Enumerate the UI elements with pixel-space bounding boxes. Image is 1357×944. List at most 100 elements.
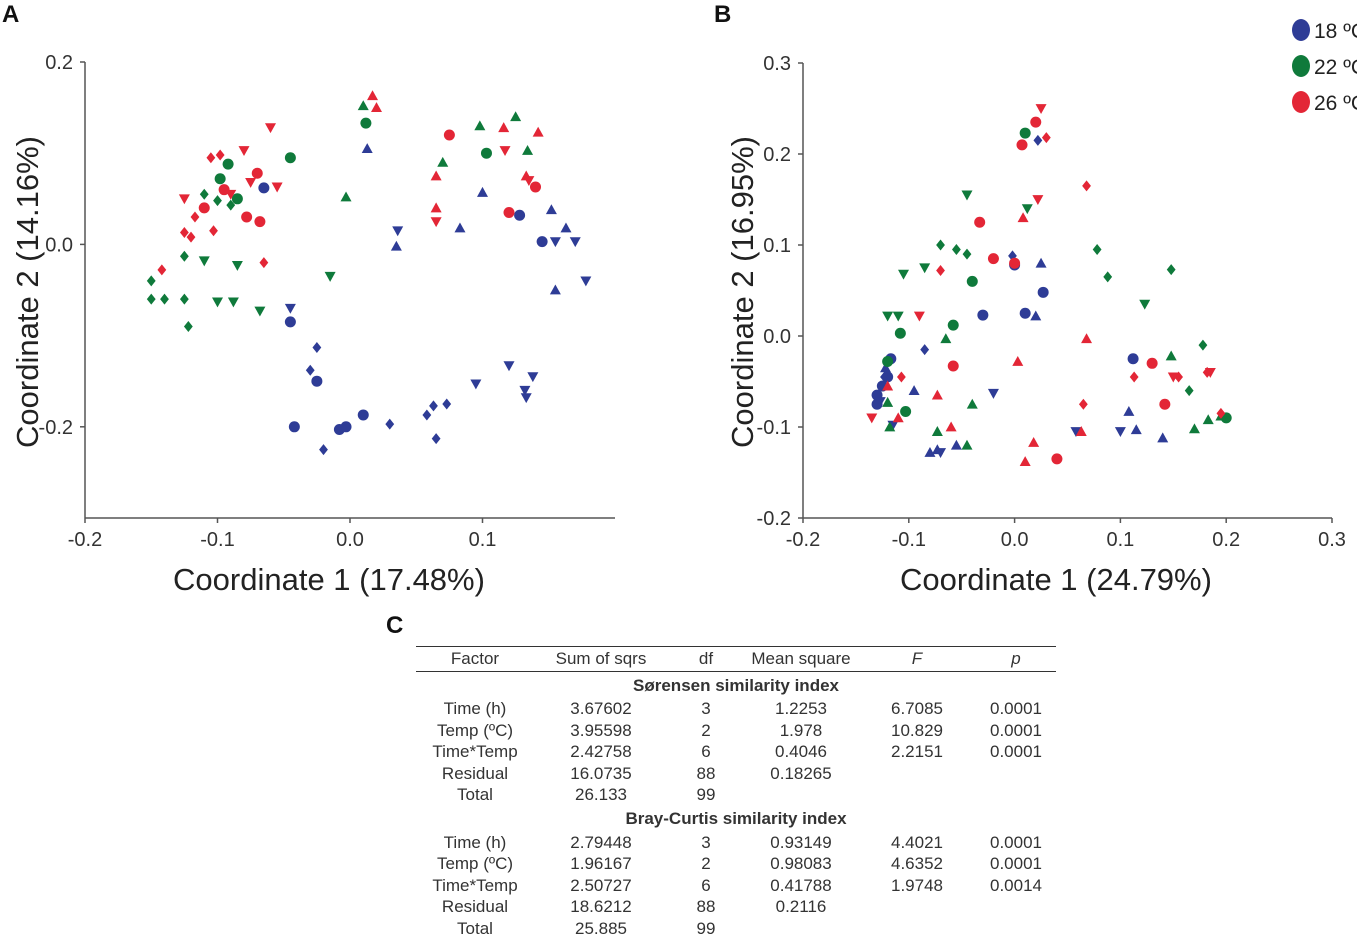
data-point [987,388,999,399]
data-point [324,271,336,282]
data-point [1127,353,1139,365]
data-point [545,204,557,215]
data-point [311,375,323,387]
y-axis-label-a: Coordinate 2 (14.16%) [10,136,45,448]
legend-label-26c: 26 ºC [1314,92,1357,115]
section-title: Sørensen similarity index [633,675,839,695]
data-point [1146,357,1158,369]
data-point [288,421,300,433]
table-row: Residual 18.6212 88 0.2116 [416,896,1056,918]
points-a [146,90,592,456]
data-point [977,309,989,321]
table-cell: 1.2253 [775,699,827,719]
data-point [357,100,369,111]
panel-letter-a: A [2,1,19,28]
table-cell: 0.4046 [775,742,827,762]
table-cell: 3.67602 [570,699,632,719]
data-point [945,421,957,432]
data-point [357,409,369,421]
table-cell: 1.9748 [891,875,943,895]
data-point [1028,436,1040,447]
y-tick-label: 0.2 [45,52,73,74]
table-cell: Total [457,785,493,805]
table-cell: 0.0001 [990,832,1042,852]
data-point [569,237,581,248]
table-header-row: Factor Sum of sqrs df Mean square F p [416,646,1056,672]
data-point [1078,398,1088,410]
scatter-plot-b: -0.2 -0.1 0.0 0.1 0.2 0.30.30.20.10.0-0.1-0.2… [725,53,1346,597]
data-point [431,433,441,445]
data-point [580,276,592,287]
data-point [437,156,449,167]
data-point [245,177,257,188]
data-point [1188,423,1200,434]
data-point [1070,427,1082,438]
data-point [962,248,972,260]
data-point [1019,456,1031,466]
data-point [430,170,442,181]
table-cell: Temp (ºC) [436,720,514,740]
y-tick-label: 0.2 [763,144,791,166]
anova-table: Factor Sum of sqrs df Mean square F p Sø… [416,646,1056,939]
data-point [178,194,190,205]
data-point [319,444,328,456]
y-tick-label: 0.0 [763,326,791,348]
table-cell: Time*Temp [432,875,518,895]
table-cell: 0.0014 [990,875,1042,895]
data-point [940,333,952,344]
data-point [179,250,189,262]
data-point [1041,132,1051,144]
data-point [284,316,296,328]
table-cell: 2.79448 [570,832,632,852]
data-point [1204,368,1216,378]
data-point [442,398,452,410]
data-point [950,439,962,450]
data-point [305,364,315,376]
data-point [157,264,167,276]
legend: 18 ºC 22 ºC 26 ºC [1292,19,1357,115]
data-point [1019,127,1031,139]
y-tick-label: 0.3 [763,53,791,75]
data-point [974,216,986,228]
table-row: Residual 16.0735 88 0.18265 [416,763,1056,785]
data-point [1032,195,1044,205]
table-row: Time*Temp 2.50727 6 0.41788 1.9748 0.0014 [416,875,1056,897]
table-row: Temp (ºC) 3.95598 2 1.978 10.829 0.0001 [416,720,1056,742]
data-point [474,120,486,131]
data-point [1103,271,1113,283]
table-cell: Temp (ºC) [436,854,514,874]
data-point [215,149,225,161]
data-point [520,393,532,404]
data-point [908,385,920,395]
data-point [183,320,193,332]
data-point [146,293,156,305]
data-point [198,202,210,214]
y-tick-label: -0.1 [757,417,791,439]
data-point [892,311,904,322]
data-point [880,362,892,373]
col-header-p: p [976,646,1056,672]
data-point [1017,212,1029,223]
table-cell: 25.885 [575,918,627,938]
data-point [1035,104,1047,114]
data-point [480,147,492,159]
table-row: Temp (ºC) 1.96167 2 0.98083 4.6352 0.0001 [416,853,1056,875]
data-point [429,400,438,412]
data-point [931,389,943,400]
x-tick-label: -0.2 [786,529,820,551]
table-cell: 10.829 [891,720,943,740]
x-tick-label: 0.0 [1001,529,1029,551]
data-point [1198,339,1208,351]
panel-letter-b: B [714,1,731,28]
data-point [514,209,526,221]
data-point [1114,427,1126,438]
table-cell [744,918,858,940]
data-point [470,379,482,390]
table-cell [744,784,858,806]
panel-letter-c: C [386,612,403,639]
data-point [892,412,904,423]
data-point [1081,333,1093,344]
x-axis-label-b: Coordinate 1 (24.79%) [900,562,1212,597]
data-point [214,173,226,185]
data-point [913,311,925,322]
